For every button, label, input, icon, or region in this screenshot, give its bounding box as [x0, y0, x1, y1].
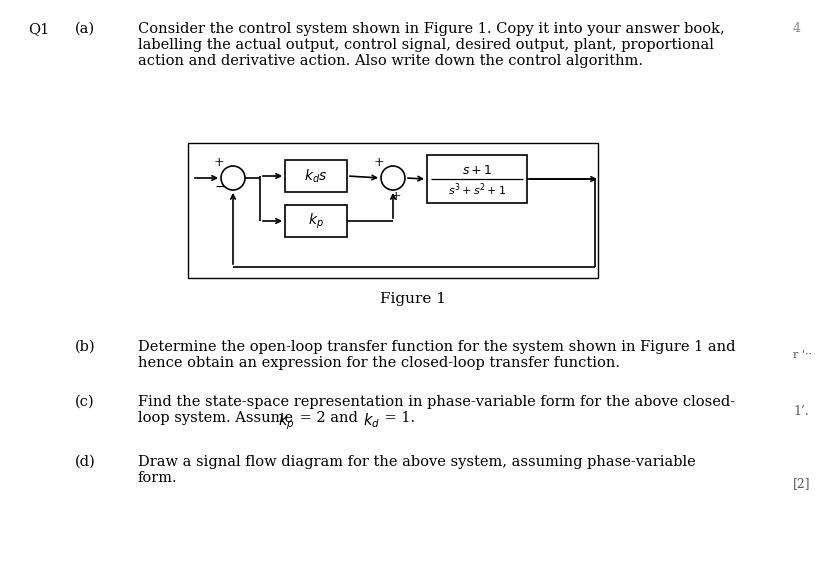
Text: $k_p$: $k_p$	[308, 211, 324, 231]
Text: $k_p$: $k_p$	[278, 411, 295, 432]
Text: Draw a signal flow diagram for the above system, assuming phase-variable: Draw a signal flow diagram for the above…	[138, 455, 695, 469]
Bar	[427, 155, 527, 203]
Text: (d): (d)	[75, 455, 96, 469]
Text: 1’.: 1’.	[793, 405, 809, 418]
Text: $s^3+s^2+1$: $s^3+s^2+1$	[448, 181, 506, 197]
Text: $s+1$: $s+1$	[462, 164, 492, 177]
Text: action and derivative action. Also write down the control algorithm.: action and derivative action. Also write…	[138, 54, 643, 68]
Text: [2]: [2]	[793, 477, 810, 490]
Text: 4: 4	[793, 22, 801, 35]
Bar	[188, 143, 598, 278]
Text: Figure 1: Figure 1	[380, 292, 446, 306]
Text: Q1: Q1	[28, 22, 50, 36]
Text: (b): (b)	[75, 340, 96, 354]
Text: +: +	[373, 157, 384, 169]
Text: $k_d s$: $k_d s$	[304, 167, 328, 185]
Text: loop system. Assume: loop system. Assume	[138, 411, 297, 425]
Text: (a): (a)	[75, 22, 95, 36]
Text: Consider the control system shown in Figure 1. Copy it into your answer book,: Consider the control system shown in Fig…	[138, 22, 724, 36]
Bar	[285, 205, 347, 237]
Text: +: +	[214, 157, 225, 169]
Bar	[285, 160, 347, 192]
Text: −: −	[214, 180, 225, 194]
Text: = 2 and: = 2 and	[295, 411, 363, 425]
Text: r '··: r '··	[793, 350, 812, 360]
Text: +: +	[391, 190, 401, 204]
Text: labelling the actual output, control signal, desired output, plant, proportional: labelling the actual output, control sig…	[138, 38, 714, 52]
Text: hence obtain an expression for the closed-loop transfer function.: hence obtain an expression for the close…	[138, 356, 620, 370]
Text: Determine the open-loop transfer function for the system shown in Figure 1 and: Determine the open-loop transfer functio…	[138, 340, 735, 354]
Text: Find the state-space representation in phase-variable form for the above closed-: Find the state-space representation in p…	[138, 395, 735, 409]
Text: form.: form.	[138, 471, 178, 485]
Text: $k_d$: $k_d$	[363, 411, 380, 430]
Text: (c): (c)	[75, 395, 95, 409]
Text: = 1.: = 1.	[380, 411, 415, 425]
